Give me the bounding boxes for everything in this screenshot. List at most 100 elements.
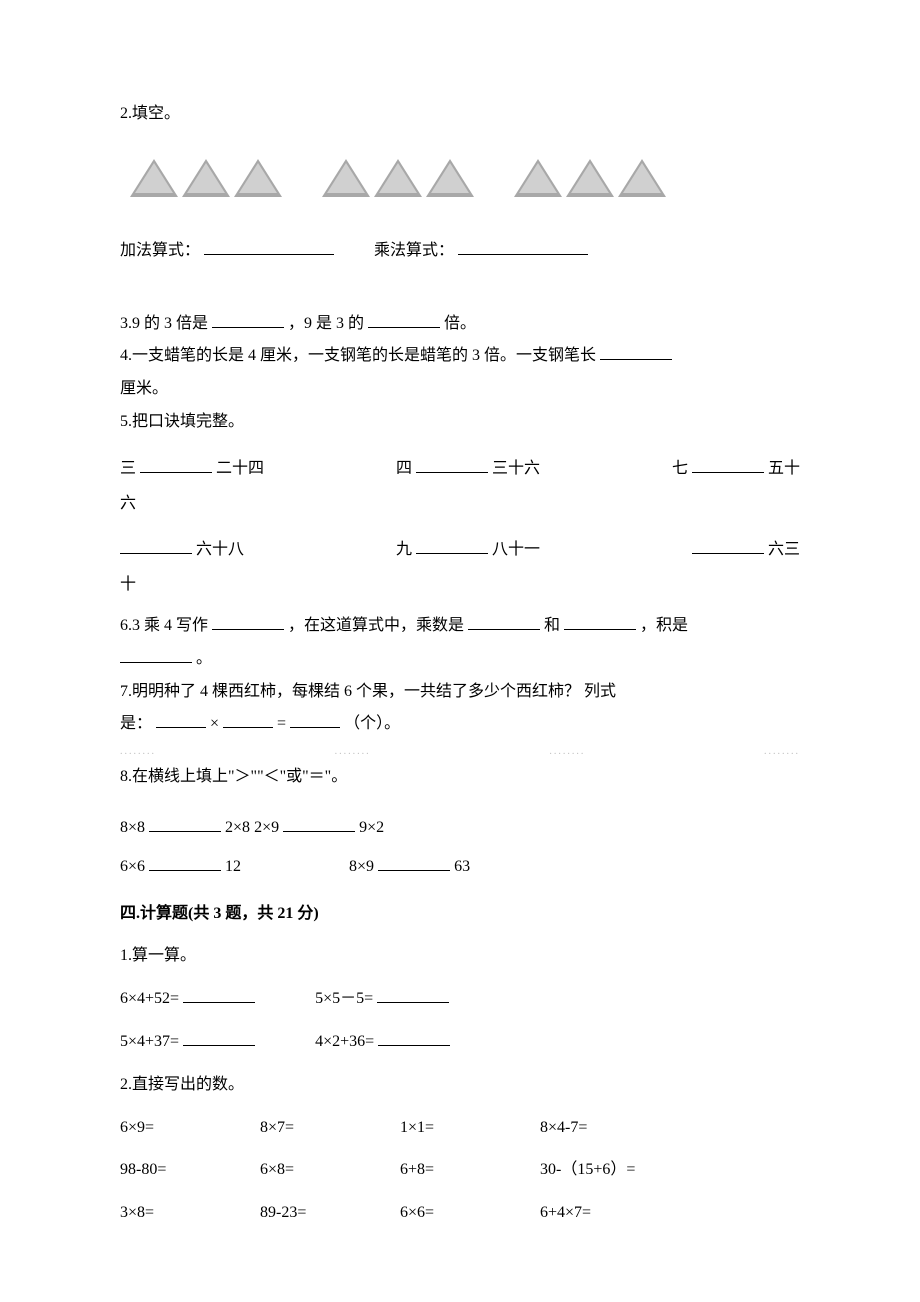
c2-cell[interactable]: 6+4×7=	[540, 1199, 720, 1228]
c2-cell[interactable]: 8×7=	[260, 1114, 400, 1143]
c1-row2: 5×4+37= 4×2+36=	[120, 1028, 800, 1057]
triangle-icon	[618, 159, 666, 197]
q6-text: 。	[196, 650, 212, 667]
q5-row1-tail: 六	[120, 490, 800, 519]
q5-text: 九	[396, 541, 412, 558]
q8-text: 9×2	[359, 819, 384, 836]
c1-title: 1.算一算。	[120, 942, 800, 971]
q7-line2: 是： × = （个）。	[120, 710, 800, 739]
q5-text: 三十六	[492, 460, 540, 477]
q5-text: 二十四	[216, 460, 264, 477]
q5-text: 五十	[768, 460, 800, 477]
q7: 7.明明种了 4 棵西红柿，每棵结 6 个果，一共结了多少个西红柿？ 列式	[120, 678, 800, 707]
q6-blank[interactable]	[212, 612, 284, 630]
q8-blank[interactable]	[149, 853, 221, 871]
q5-blank[interactable]	[416, 455, 488, 473]
c2-cell[interactable]: 6+8=	[400, 1156, 540, 1185]
q7-text: 是：	[120, 715, 152, 732]
q8-text: 8×8	[120, 819, 145, 836]
triangle-group	[514, 159, 666, 197]
c2-cell[interactable]: 1×1=	[400, 1114, 540, 1143]
c1-text: 5×4+37=	[120, 1033, 179, 1050]
q6-text: ，在这道算式中，乘数是	[288, 617, 464, 634]
q5-text: 六十八	[196, 541, 244, 558]
q5-blank[interactable]	[692, 455, 764, 473]
q3-text: 3.9 的 3 倍是	[120, 315, 208, 332]
q5-row1: 三 二十四 四 三十六 七 五十	[120, 455, 800, 484]
c2-cell[interactable]: 8×4-7=	[540, 1114, 720, 1143]
section-4-heading: 四.计算题(共 3 题，共 21 分)	[120, 900, 800, 929]
q5-blank[interactable]	[120, 537, 192, 555]
c2-cell[interactable]: 89-23=	[260, 1199, 400, 1228]
q5-text: 六三	[768, 541, 800, 558]
addition-label: 加法算式：	[120, 242, 200, 259]
c2-title: 2.直接写出的数。	[120, 1071, 800, 1100]
q3-text: 倍。	[444, 315, 476, 332]
q3-text: ，9 是 3 的	[288, 315, 364, 332]
c2-row1: 6×9= 8×7= 1×1= 8×4-7=	[120, 1114, 800, 1143]
c1-row1: 6×4+52= 5×5－5=	[120, 985, 800, 1014]
q5-blank[interactable]	[140, 455, 212, 473]
triangle-icon	[322, 159, 370, 197]
q8-title: 8.在横线上填上"＞""＜"或"＝"。	[120, 763, 800, 792]
q7-text: =	[277, 715, 286, 732]
dotted-separator: ................................	[120, 743, 800, 761]
q4-text: 4.一支蜡笔的长是 4 厘米，一支钢笔的长是蜡笔的 3 倍。一支钢笔长	[120, 347, 596, 364]
q8-text: 8×9	[349, 858, 374, 875]
q5-title: 5.把口诀填完整。	[120, 408, 800, 437]
q5-blank[interactable]	[416, 537, 488, 555]
q6-blank[interactable]	[564, 612, 636, 630]
q3-blank-1[interactable]	[212, 310, 284, 328]
q8-text: 12	[225, 858, 241, 875]
q7-text: （个）。	[344, 715, 400, 732]
triangle-group	[130, 159, 282, 197]
q6-tail: 。	[120, 645, 800, 674]
q8-text: 6×6	[120, 858, 145, 875]
q7-text: ×	[210, 715, 219, 732]
q8-row2: 6×6 12 8×9 63	[120, 853, 800, 882]
q8-text: 2×8	[225, 819, 250, 836]
c1-text: 5×5－5=	[315, 990, 373, 1007]
multiplication-blank[interactable]	[458, 237, 588, 255]
q5-row2-tail: 十	[120, 571, 800, 600]
q6: 6.3 乘 4 写作 ，在这道算式中，乘数是 和 ，积是	[120, 612, 800, 641]
triangle-icon	[514, 159, 562, 197]
c2-cell[interactable]: 6×8=	[260, 1156, 400, 1185]
q7-blank[interactable]	[290, 711, 340, 729]
q5-text: 七	[672, 460, 688, 477]
c2-cell[interactable]: 98-80=	[120, 1156, 260, 1185]
q5-text: 三	[120, 460, 136, 477]
triangle-icon	[566, 159, 614, 197]
q6-blank[interactable]	[120, 645, 192, 663]
triangle-figure	[130, 159, 800, 197]
q6-text: 6.3 乘 4 写作	[120, 617, 208, 634]
c1-blank[interactable]	[183, 1028, 255, 1046]
q8-blank[interactable]	[378, 853, 450, 871]
c2-cell[interactable]: 3×8=	[120, 1199, 260, 1228]
q8-blank[interactable]	[283, 814, 355, 832]
q4-tail: 厘米。	[120, 375, 800, 404]
q7-blank[interactable]	[156, 711, 206, 729]
q8-row1: 8×8 2×8 2×9 9×2	[120, 814, 800, 843]
c1-blank[interactable]	[377, 986, 449, 1004]
c2-row2: 98-80= 6×8= 6+8= 30-（15+6）=	[120, 1156, 800, 1185]
c2-row3: 3×8= 89-23= 6×6= 6+4×7=	[120, 1199, 800, 1228]
q4-blank[interactable]	[600, 343, 672, 361]
q5-blank[interactable]	[692, 537, 764, 555]
c2-cell[interactable]: 6×9=	[120, 1114, 260, 1143]
c2-cell[interactable]: 30-（15+6）=	[540, 1156, 720, 1185]
q8-text: 63	[454, 858, 470, 875]
c2-cell[interactable]: 6×6=	[400, 1199, 540, 1228]
q7-blank[interactable]	[223, 711, 273, 729]
q8-blank[interactable]	[149, 814, 221, 832]
triangle-group	[322, 159, 474, 197]
c1-blank[interactable]	[183, 986, 255, 1004]
q6-blank[interactable]	[468, 612, 540, 630]
q3-blank-2[interactable]	[368, 310, 440, 328]
triangle-icon	[374, 159, 422, 197]
multiplication-label: 乘法算式：	[374, 242, 454, 259]
addition-blank[interactable]	[204, 237, 334, 255]
q5-text: 四	[396, 460, 412, 477]
triangle-icon	[234, 159, 282, 197]
c1-blank[interactable]	[378, 1028, 450, 1046]
